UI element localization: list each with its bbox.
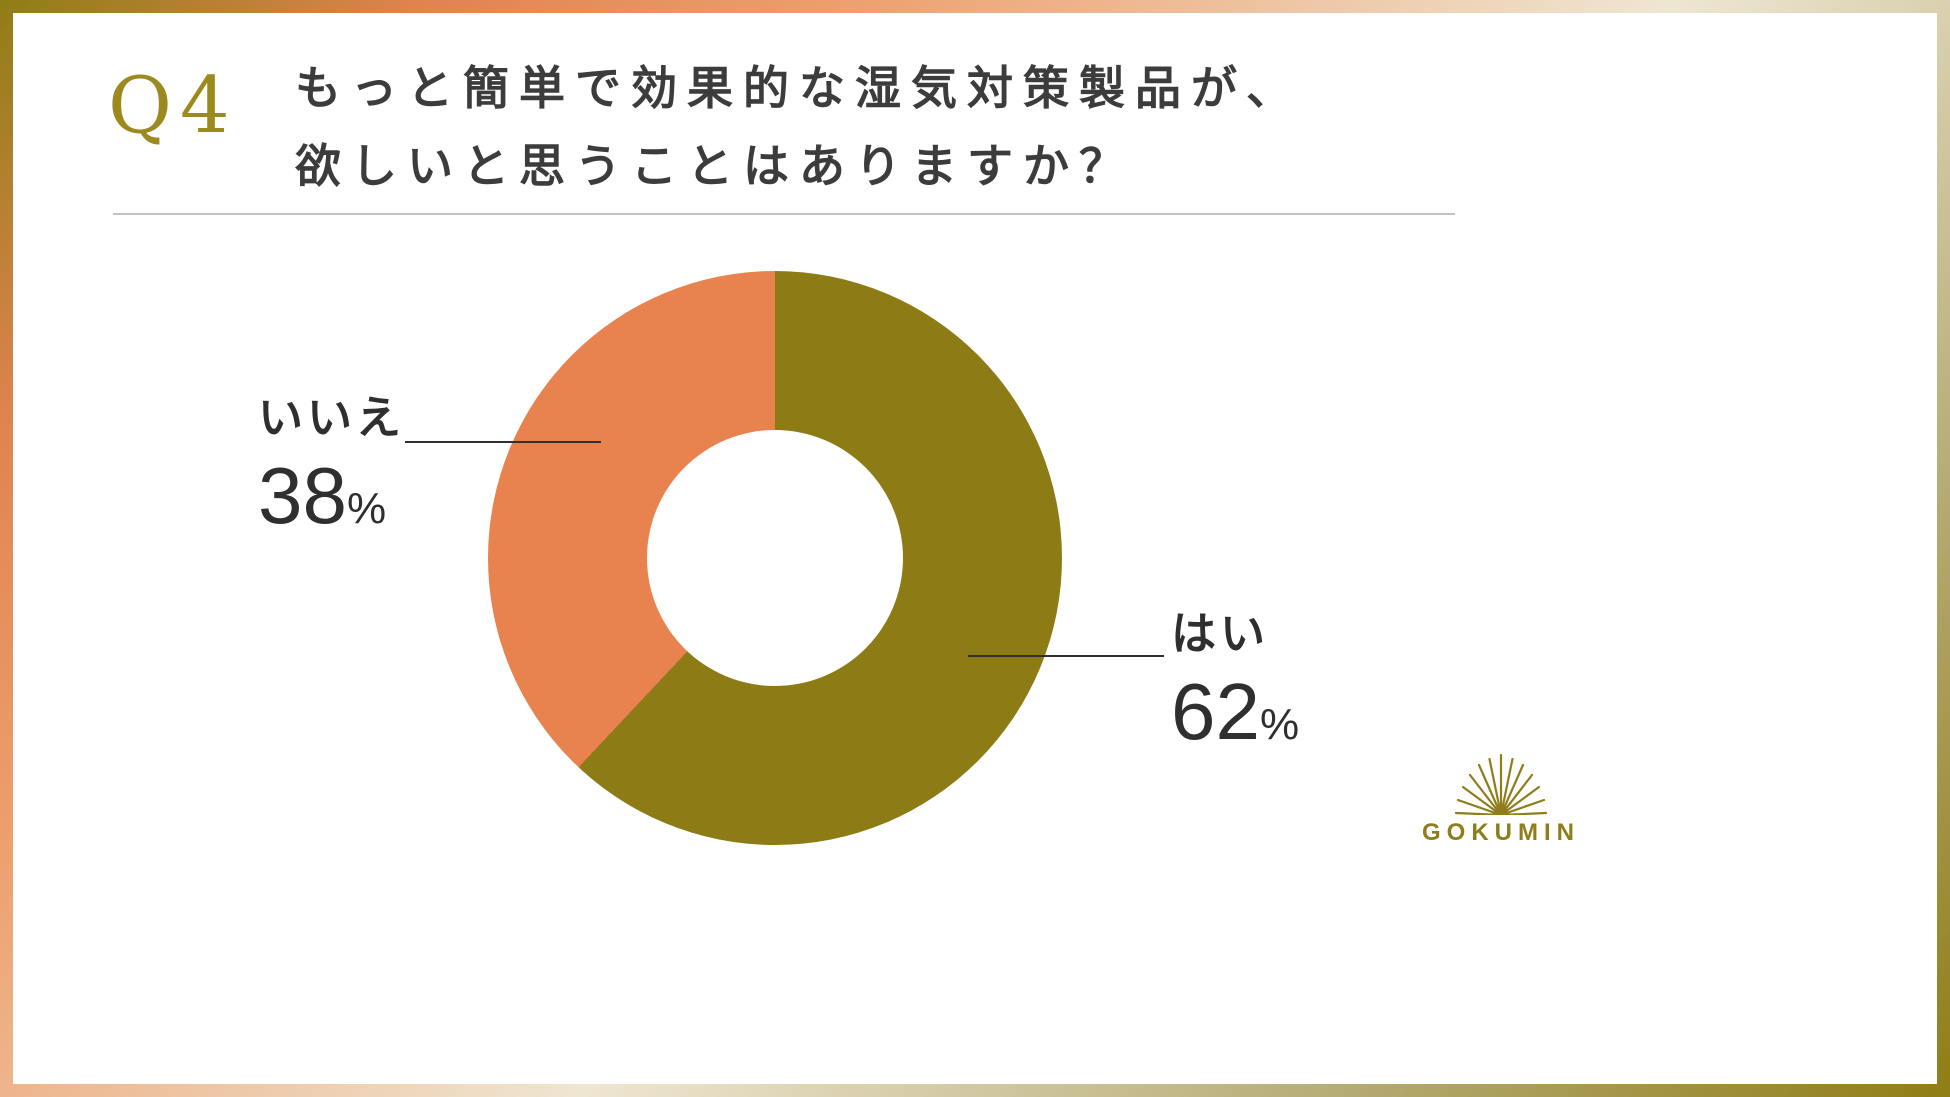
callout-no: いいえ 38% — [258, 381, 405, 542]
question-number: Q4 — [108, 61, 238, 151]
brand-logo: GOKUMIN — [1421, 753, 1581, 847]
content-card: Q4 もっと簡単で効果的な湿気対策製品が、 欲しいと思うことはありますか？ いい… — [13, 13, 1937, 1084]
callout-no-label: いいえ — [258, 392, 406, 443]
question-title: もっと簡単で効果的な湿気対策製品が、 欲しいと思うことはありますか？ — [295, 49, 1302, 205]
donut-hole — [647, 430, 903, 686]
callout-yes-unit: % — [1259, 700, 1300, 749]
callout-no-value-row: 38% — [258, 450, 405, 542]
callout-no-unit: % — [346, 484, 387, 533]
leader-line-yes — [968, 655, 1164, 657]
callout-yes-value: 62 — [1171, 667, 1260, 756]
question-title-line1: もっと簡単で効果的な湿気対策製品が、 — [295, 62, 1303, 114]
brand-logo-text: GOKUMIN — [1422, 819, 1580, 846]
callout-yes: はい 62% — [1171, 597, 1299, 758]
callout-no-value: 38 — [258, 451, 347, 540]
callout-yes-value-row: 62% — [1171, 666, 1299, 758]
leader-line-no — [405, 441, 601, 443]
question-title-line2: 欲しいと思うことはありますか？ — [295, 140, 1135, 192]
header-divider — [113, 213, 1455, 215]
sunburst-icon — [1454, 753, 1548, 815]
donut-chart — [488, 271, 1062, 845]
callout-yes-label: はい — [1171, 608, 1270, 659]
